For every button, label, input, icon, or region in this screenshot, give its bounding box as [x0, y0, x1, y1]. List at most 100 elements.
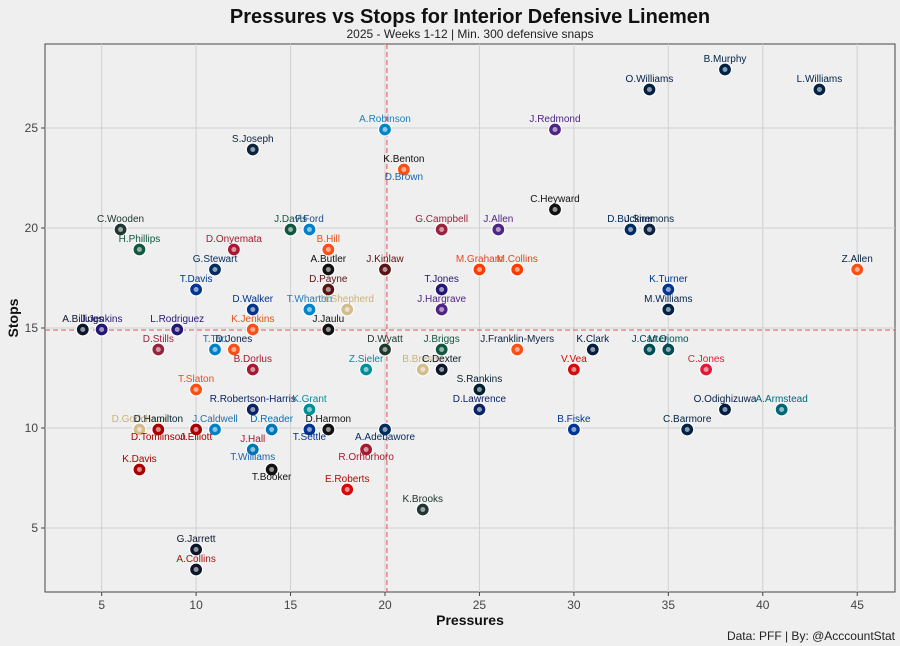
- x-tick-label: 5: [98, 598, 105, 612]
- data-point: T.Davis: [180, 274, 213, 297]
- point-label: G.Stewart: [193, 254, 238, 265]
- team-logo-detail: [155, 347, 161, 352]
- data-point: J.Jaulu: [312, 314, 344, 337]
- team-logo-detail: [306, 427, 312, 432]
- data-point: O.Odighizuwa: [694, 394, 757, 417]
- data-point: C.Heyward: [530, 194, 580, 217]
- point-label: T.Davis: [180, 274, 213, 285]
- point-label: J.Davis: [274, 214, 307, 225]
- point-label: J.Jaulu: [312, 314, 344, 325]
- data-point: G.Jarrett: [177, 534, 216, 557]
- point-label: B.Bresee: [402, 354, 444, 365]
- data-point: A.Adebawore: [355, 422, 415, 443]
- data-point: D.Godchaux: [112, 414, 167, 437]
- point-label: J.Hargrave: [417, 294, 466, 305]
- team-logo-detail: [552, 207, 558, 212]
- data-point: B.Hill: [317, 234, 340, 257]
- point-label: K.Jenkins: [231, 314, 274, 325]
- team-logo-detail: [420, 367, 426, 372]
- x-axis-title: Pressures: [436, 612, 504, 628]
- data-point: K.Clark: [576, 334, 610, 357]
- team-logo-detail: [136, 427, 142, 432]
- team-logo-detail: [99, 327, 105, 332]
- point-label: M.Collins: [497, 254, 538, 265]
- data-point: J.Jenkins: [81, 314, 123, 337]
- point-label: M.Williams: [644, 294, 692, 305]
- data-point: M.Collins: [497, 254, 538, 277]
- data-point: K.Jenkins: [231, 314, 274, 337]
- point-label: D.Wyatt: [367, 334, 403, 345]
- team-logo-detail: [779, 407, 785, 412]
- data-point: C.Wooden: [97, 214, 144, 237]
- team-logo-detail: [382, 127, 388, 132]
- point-label: B.Fiske: [557, 414, 591, 425]
- team-logo-detail: [439, 287, 445, 292]
- point-label: R.Orhorhoro: [338, 452, 394, 463]
- data-point: D.Reader: [250, 414, 294, 437]
- point-label: G.Jarrett: [177, 534, 216, 545]
- team-logo-detail: [363, 367, 369, 372]
- team-logo-detail: [382, 347, 388, 352]
- team-logo-detail: [665, 347, 671, 352]
- data-point: O.Williams: [626, 74, 674, 97]
- team-logo-detail: [344, 307, 350, 312]
- team-logo-detail: [552, 127, 558, 132]
- team-logo-detail: [193, 547, 199, 552]
- point-label: S.Rankins: [457, 374, 503, 385]
- team-logo-detail: [495, 227, 501, 232]
- team-logo-detail: [571, 367, 577, 372]
- point-label: D.Buckner: [607, 214, 654, 225]
- team-logo-detail: [628, 227, 634, 232]
- point-label: T.Wharton: [287, 294, 333, 305]
- team-logo-detail: [590, 347, 596, 352]
- team-logo-detail: [854, 267, 860, 272]
- team-logo-detail: [439, 367, 445, 372]
- team-logo-detail: [80, 327, 86, 332]
- point-label: C.Dexter: [422, 354, 462, 365]
- x-tick-label: 15: [284, 598, 298, 612]
- point-label: K.Brooks: [402, 494, 443, 505]
- data-point: B.Bresee: [402, 354, 444, 377]
- data-point: M.Ojomo: [648, 334, 689, 357]
- team-logo-detail: [420, 507, 426, 512]
- point-label: A.Armstead: [756, 394, 808, 405]
- team-logo-detail: [476, 267, 482, 272]
- data-point: A.Collins: [176, 554, 216, 577]
- point-label: A.Robinson: [359, 114, 411, 125]
- data-point: D.Onyemata: [206, 234, 262, 257]
- data-point: B.Fiske: [557, 414, 591, 437]
- y-tick-label: 10: [25, 421, 39, 435]
- team-logo-detail: [571, 427, 577, 432]
- data-point: K.Turner: [649, 274, 688, 297]
- data-point: D.Buckner: [607, 214, 655, 237]
- team-logo-detail: [212, 347, 218, 352]
- point-label: O.Williams: [626, 74, 674, 85]
- team-logo-detail: [231, 247, 237, 252]
- data-point: P.Ford: [295, 214, 324, 237]
- team-logo-detail: [703, 367, 709, 372]
- point-label: C.Barmore: [663, 414, 712, 425]
- team-logo-detail: [325, 427, 331, 432]
- team-logo-detail: [401, 167, 407, 172]
- data-point: T.Wharton: [287, 294, 333, 317]
- team-logo-detail: [325, 247, 331, 252]
- point-label: D.Harmon: [306, 414, 352, 425]
- point-label: T.Settle: [293, 432, 327, 443]
- point-label: J.Jenkins: [81, 314, 123, 325]
- team-logo-detail: [306, 227, 312, 232]
- team-logo-detail: [382, 427, 388, 432]
- point-label: A.Collins: [176, 554, 215, 565]
- data-point: J.Elliott: [180, 422, 212, 443]
- team-logo-detail: [269, 427, 275, 432]
- data-point: G.Campbell: [415, 214, 468, 237]
- team-logo-detail: [325, 327, 331, 332]
- data-point: A.Armstead: [756, 394, 808, 417]
- team-logo-detail: [212, 427, 218, 432]
- team-logo-detail: [476, 387, 482, 392]
- point-label: J.Simmons: [625, 214, 674, 225]
- data-point: T.Settle: [293, 422, 327, 443]
- point-label: B.Murphy: [704, 54, 747, 65]
- data-point: B.Dorlus: [234, 354, 272, 377]
- data-point: M.Graham: [456, 254, 503, 277]
- data-point: T.Booker: [252, 462, 292, 483]
